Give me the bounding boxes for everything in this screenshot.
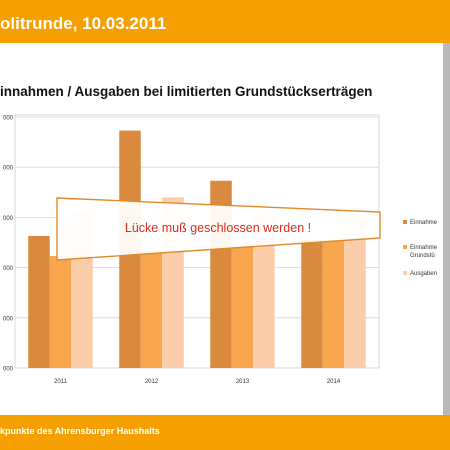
gap-annotation-text: Lücke muß geschlossen werden ! [125,221,311,235]
y-tick-label: 000 [3,367,14,373]
legend-label: Grundstü [410,253,435,259]
legend-label: Einnahme [410,220,438,226]
x-tick-label: 2014 [327,379,341,385]
bar [49,256,72,368]
y-axis-ticks: 000 000 000 000 000 000 [3,116,14,373]
gap-annotation-shape [56,197,381,261]
bar [140,250,163,368]
footer-text: kpunkte des Ahrensburger Haushalts [0,426,160,436]
plot-area-border [14,114,380,369]
y-tick-label: 000 [3,116,14,122]
legend-swatch [403,271,407,275]
y-tick-label: 000 [3,266,14,272]
slide-edge-shadow [443,43,450,415]
y-tick-label: 000 [3,166,14,172]
footer-bar: kpunkte des Ahrensburger Haushalts [0,415,450,450]
y-tick-label: 000 [3,316,14,322]
x-tick-label: 2012 [145,379,159,385]
header-bar: olitrunde, 10.03.2011 [0,0,450,43]
bar [301,239,323,368]
legend-swatch [403,220,407,224]
y-tick-label: 000 [3,216,14,222]
bars [28,130,366,368]
bar [322,239,345,368]
chart-title: innahmen / Ausgaben bei limitierten Grun… [0,84,373,99]
legend: Einnahme Einnahme Grundstü Ausgaben [403,220,438,277]
legend-swatch [403,245,407,249]
bar [344,222,366,368]
bar [231,246,254,368]
slide-header-title: olitrunde, 10.03.2011 [0,14,167,33]
bar-chart: 000 000 000 000 000 000 2011 2012 2013 2014 Lück… [3,114,438,385]
x-tick-label: 2011 [54,379,68,385]
bar [253,214,275,368]
x-axis-ticks: 2011 2012 2013 2014 [54,379,341,385]
x-tick-label: 2013 [236,379,250,385]
bar [28,235,50,368]
legend-label: Ausgaben [410,271,437,277]
legend-label: Einnahme [410,245,438,251]
